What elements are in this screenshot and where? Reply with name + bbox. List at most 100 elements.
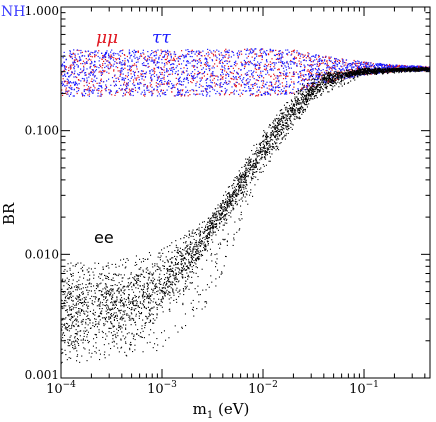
- data-point-tautau: [318, 72, 320, 74]
- data-point-tautau: [297, 81, 299, 84]
- data-point-tautau: [123, 63, 126, 66]
- data-point-tautau: [330, 70, 332, 72]
- data-point-tautau: [157, 67, 160, 69]
- data-point-tautau: [108, 53, 110, 55]
- data-point-mumu: [78, 49, 80, 52]
- data-point-tautau: [319, 59, 321, 61]
- data-point-mumu: [268, 74, 270, 76]
- data-point-ee: [233, 189, 235, 191]
- data-point-tautau: [232, 75, 234, 78]
- data-point-ee: [206, 223, 208, 225]
- data-point-mumu: [312, 61, 314, 63]
- data-point-ee: [68, 330, 70, 332]
- data-point-tautau: [164, 64, 166, 66]
- data-point-tautau: [105, 51, 107, 54]
- data-point-ee: [398, 72, 400, 74]
- data-point-tautau: [191, 89, 193, 91]
- data-point-mumu: [200, 85, 202, 87]
- data-point-ee: [285, 114, 287, 116]
- data-point-ee: [191, 252, 193, 254]
- data-point-mumu: [189, 90, 191, 92]
- data-point-tautau: [344, 72, 346, 74]
- data-point-ee: [175, 281, 177, 283]
- data-point-mumu: [78, 88, 80, 90]
- data-point-ee: [185, 259, 187, 261]
- data-point-mumu: [120, 55, 122, 57]
- data-point-tautau: [97, 55, 99, 58]
- data-point-tautau: [286, 83, 288, 85]
- data-point-tautau: [407, 65, 409, 67]
- data-point-ee: [237, 183, 239, 185]
- data-point-tautau: [123, 63, 125, 65]
- data-point-tautau: [180, 94, 182, 96]
- data-point-mumu: [256, 94, 258, 97]
- data-point-ee: [212, 222, 214, 224]
- data-point-mumu: [291, 75, 293, 77]
- data-point-tautau: [222, 55, 224, 57]
- data-point-tautau: [290, 78, 292, 80]
- data-point-mumu: [245, 80, 247, 82]
- data-point-ee: [145, 315, 147, 317]
- data-point-tautau: [242, 81, 244, 83]
- data-point-tautau: [94, 80, 97, 82]
- data-point-tautau: [228, 74, 230, 76]
- data-point-ee: [105, 310, 107, 312]
- data-point-ee: [242, 172, 244, 174]
- data-point-mumu: [116, 91, 118, 93]
- data-point-ee: [331, 79, 333, 81]
- data-point-tautau: [95, 69, 97, 71]
- data-point-tautau: [177, 70, 179, 72]
- data-point-tautau: [293, 73, 295, 75]
- data-point-tautau: [207, 78, 209, 80]
- data-point-mumu: [99, 95, 101, 97]
- data-point-tautau: [73, 67, 75, 69]
- data-point-mumu: [257, 95, 259, 97]
- data-point-tautau: [272, 50, 275, 52]
- data-point-ee: [134, 296, 136, 298]
- data-point-tautau: [270, 64, 272, 66]
- data-point-tautau: [144, 72, 146, 75]
- data-point-tautau: [350, 66, 353, 68]
- data-point-ee: [241, 174, 243, 176]
- data-point-tautau: [219, 93, 221, 95]
- data-point-tautau: [314, 67, 316, 70]
- data-point-tautau: [205, 53, 208, 55]
- data-point-tautau: [78, 60, 80, 62]
- data-point-tautau: [156, 95, 159, 97]
- data-point-tautau: [64, 73, 66, 75]
- data-point-tautau: [192, 78, 194, 80]
- data-point-tautau: [191, 76, 193, 78]
- data-point-ee: [145, 271, 147, 273]
- data-point-tautau: [211, 86, 213, 88]
- data-point-tautau: [128, 51, 130, 53]
- data-point-mumu: [248, 60, 250, 63]
- data-point-ee: [129, 343, 131, 345]
- data-point-ee: [198, 244, 200, 246]
- data-point-tautau: [390, 64, 392, 66]
- data-point-tautau: [278, 81, 280, 83]
- data-point-ee: [154, 292, 156, 294]
- data-point-tautau: [215, 55, 217, 57]
- data-point-tautau: [377, 65, 379, 68]
- data-point-ee: [118, 310, 120, 312]
- data-point-tautau: [143, 89, 145, 91]
- data-point-tautau: [387, 65, 389, 68]
- data-point-tautau: [92, 73, 95, 75]
- data-point-tautau: [199, 58, 201, 60]
- data-point-tautau: [361, 66, 363, 68]
- data-point-tautau: [292, 58, 294, 60]
- data-point-tautau: [253, 70, 255, 72]
- data-point-ee: [194, 254, 196, 256]
- data-point-tautau: [379, 63, 381, 65]
- data-point-ee: [118, 287, 120, 289]
- data-point-ee: [333, 80, 335, 82]
- data-point-tautau: [140, 70, 143, 72]
- data-point-tautau: [157, 49, 159, 51]
- data-point-mumu: [111, 64, 113, 66]
- data-point-ee: [347, 71, 349, 73]
- data-point-tautau: [72, 61, 74, 63]
- data-point-ee: [257, 179, 259, 181]
- data-point-ee: [123, 258, 125, 260]
- data-point-ee: [249, 172, 251, 174]
- data-point-ee: [314, 95, 316, 97]
